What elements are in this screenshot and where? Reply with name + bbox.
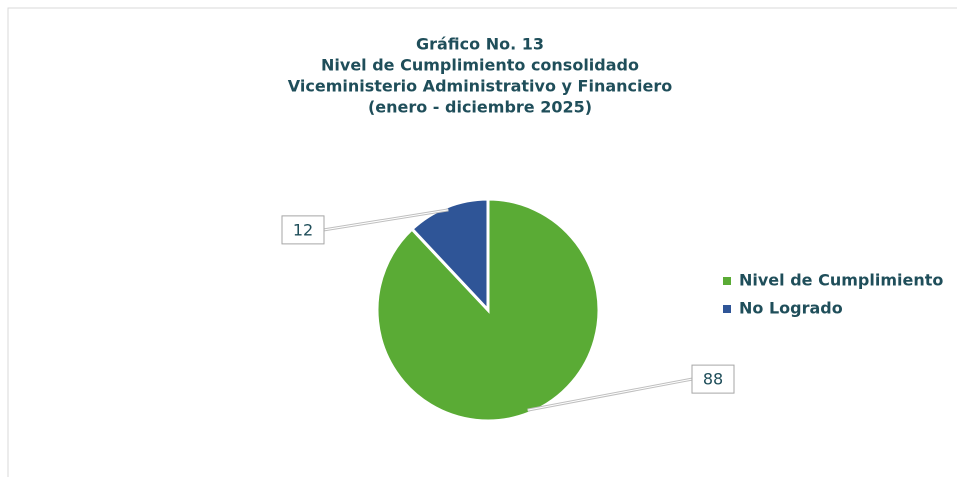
leader-line — [527, 378, 693, 411]
chart-frame — [7, 7, 957, 477]
chart-title: Viceministerio Administrativo y Financie… — [288, 77, 672, 96]
legend-label: No Logrado — [739, 299, 843, 318]
chart-title: Gráfico No. 13 — [416, 35, 544, 54]
legend-swatch — [723, 277, 731, 285]
data-label-box — [281, 215, 325, 245]
data-label: 12 — [293, 220, 313, 239]
legend-swatch — [723, 305, 731, 313]
leader-line — [323, 209, 449, 231]
data-label-box — [691, 364, 735, 394]
data-label: 88 — [703, 370, 723, 389]
legend-label: Nivel de Cumplimiento — [739, 271, 943, 290]
chart-title: Nivel de Cumplimiento consolidado — [321, 56, 639, 75]
chart-title: (enero - diciembre 2025) — [368, 98, 592, 117]
pie-slice — [409, 197, 490, 314]
